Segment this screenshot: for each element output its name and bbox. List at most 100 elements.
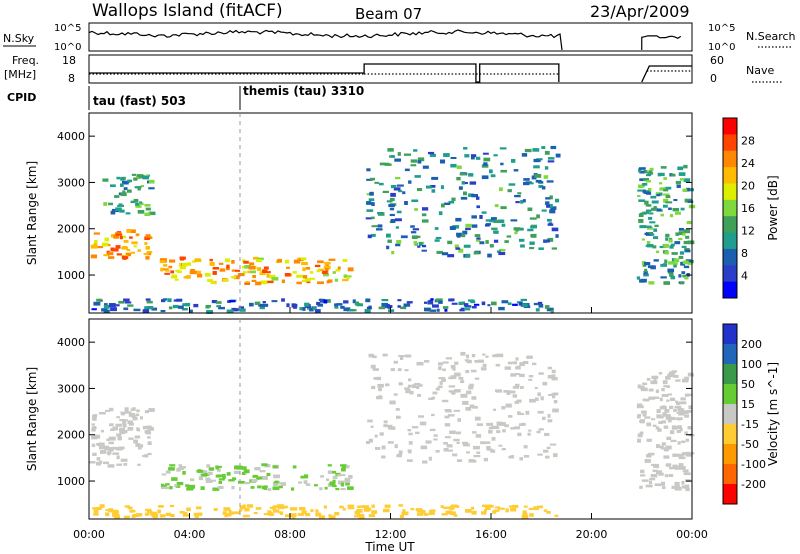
heat-cell	[93, 509, 99, 513]
heat-cell	[264, 271, 271, 274]
y-tick-label: 3000	[57, 176, 85, 189]
heat-cell	[638, 199, 646, 202]
heat-cell	[408, 180, 412, 184]
heat-cell	[456, 459, 463, 462]
heat-cell	[668, 239, 673, 243]
heat-cell	[481, 211, 487, 214]
heat-cell	[107, 252, 114, 256]
heat-cell	[668, 393, 672, 396]
heat-cell	[316, 269, 320, 273]
heat-cell	[320, 475, 325, 478]
heat-cell	[498, 507, 505, 510]
heat-cell	[124, 429, 128, 433]
heat-cell	[550, 309, 554, 314]
heat-cell	[685, 451, 691, 456]
heat-cell	[450, 163, 457, 168]
heat-cell	[470, 300, 476, 304]
heat-cell	[417, 384, 423, 387]
heat-cell	[667, 268, 675, 273]
heat-cell	[384, 163, 392, 166]
velocity-y-axis: 1000 2000 3000 4000	[57, 319, 692, 519]
heat-cell	[670, 439, 677, 443]
heat-cell	[438, 211, 443, 216]
heat-cell	[462, 400, 469, 405]
heat-cell	[233, 470, 240, 474]
heat-cell	[171, 477, 178, 481]
heat-cell	[442, 506, 450, 509]
heat-cell	[475, 434, 482, 438]
heat-cell	[160, 310, 166, 313]
heat-cell	[648, 212, 654, 215]
heat-cell	[124, 407, 129, 412]
heat-cell	[651, 463, 657, 467]
heat-cell	[543, 175, 549, 179]
heat-cell	[262, 476, 268, 480]
heat-cell	[407, 449, 412, 453]
heat-cell	[195, 270, 201, 274]
heat-cell	[235, 308, 239, 312]
heat-cell	[546, 511, 551, 514]
heat-cell	[535, 308, 540, 312]
heat-cell	[408, 432, 413, 436]
heat-cell	[650, 233, 655, 236]
heat-cell	[645, 454, 652, 458]
heat-cell	[547, 160, 555, 163]
heat-cell	[553, 400, 558, 404]
colorbar-frame	[722, 323, 738, 505]
heat-cell	[425, 440, 432, 444]
heat-cell	[366, 441, 370, 445]
heat-cell	[130, 200, 136, 204]
heat-cell	[482, 363, 487, 368]
heat-cell	[499, 147, 507, 150]
heat-cell	[178, 464, 182, 467]
heat-cell	[688, 405, 693, 410]
heat-cell	[471, 215, 477, 219]
heat-cell	[637, 384, 641, 387]
heat-cell	[284, 514, 291, 518]
heat-cell	[655, 389, 659, 394]
heat-cell	[410, 164, 417, 167]
heat-cell	[169, 259, 176, 263]
heat-cell	[676, 184, 681, 188]
heat-cell	[465, 223, 472, 228]
heat-cell	[644, 232, 649, 236]
colorbar-swatch	[723, 248, 737, 266]
heat-cell	[503, 390, 510, 393]
colorbar-frame	[722, 117, 738, 299]
heat-cell	[209, 258, 213, 262]
heat-cell	[514, 373, 521, 376]
heat-cell	[458, 376, 464, 380]
heat-cell	[226, 264, 230, 269]
heat-cell	[253, 512, 258, 515]
heat-cell	[408, 450, 412, 454]
heat-cell	[469, 383, 474, 388]
heat-cell	[441, 203, 445, 208]
colorbar-swatch	[723, 216, 737, 234]
heat-cell	[146, 425, 152, 429]
heat-cell	[250, 486, 255, 489]
heat-cell	[465, 406, 472, 411]
heat-cell	[681, 485, 689, 489]
heat-cell	[496, 430, 501, 434]
heat-cell	[517, 192, 522, 195]
heat-cell	[371, 385, 376, 390]
heat-cell	[656, 208, 662, 212]
heat-cell	[639, 485, 643, 489]
heat-cell	[176, 481, 184, 486]
heat-cell	[544, 305, 550, 309]
heat-cell	[429, 153, 436, 157]
heat-cell	[119, 430, 126, 435]
heat-cell	[139, 444, 144, 448]
heat-cell	[646, 244, 654, 248]
heat-cell	[354, 510, 361, 515]
heat-cell	[112, 452, 120, 455]
heat-cell	[165, 269, 170, 272]
heat-cell	[481, 504, 489, 508]
heat-cell	[110, 428, 115, 431]
heat-cell	[238, 308, 244, 312]
heat-cell	[538, 428, 544, 431]
heat-cell	[328, 514, 332, 518]
heat-cell	[443, 153, 450, 157]
heat-cell	[663, 244, 669, 248]
heat-cell	[285, 259, 290, 264]
